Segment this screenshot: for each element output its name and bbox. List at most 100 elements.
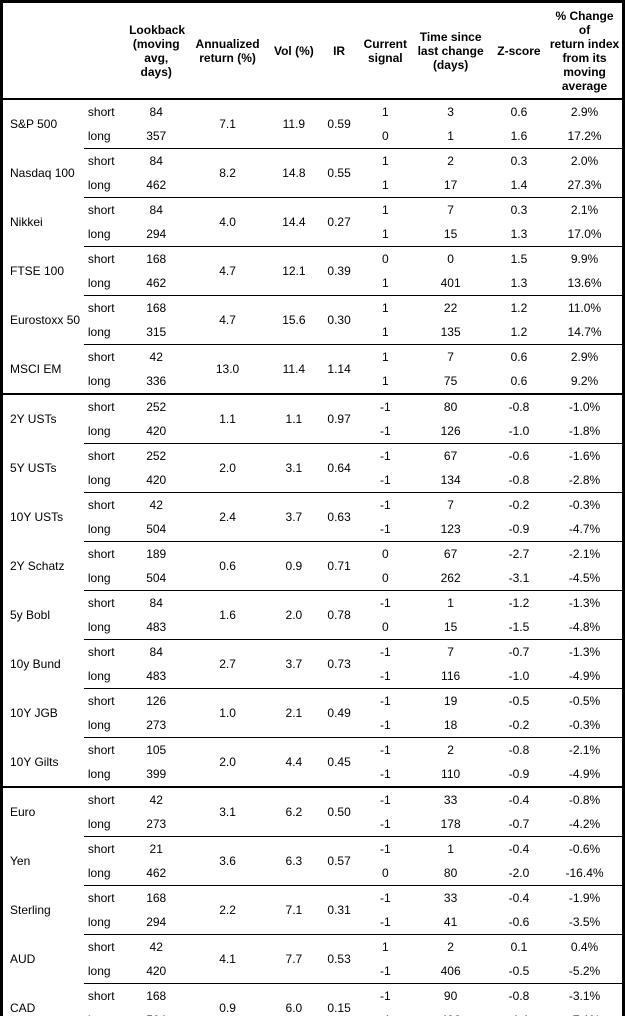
horizon-cell: long (87, 669, 111, 683)
horizon-cell: long (84, 1008, 127, 1016)
lookback-cell: 336 (146, 374, 167, 388)
col-header-vol: Vol (%) (269, 1, 318, 100)
time-since-cell: 18 (443, 718, 458, 732)
time-since-cell: 134 (440, 473, 461, 487)
lookback-cell: 273 (146, 718, 167, 732)
ir-cell: 0.49 (317, 688, 361, 738)
ir-cell: 0.57 (317, 836, 361, 886)
pct-change-cell: -3.5% (568, 915, 601, 929)
table-row: CAD short 168 0.9 6.0 0.15 -1 90 -0.8 -3.1% (2, 983, 624, 1016)
col-header-time_since_change: Time since last change (days) (410, 1, 491, 100)
current-signal-cell: -1 (360, 639, 411, 664)
lookback-cell: 315 (146, 325, 167, 339)
annualized-return-cell: 4.7 (185, 295, 270, 345)
table-row: Nasdaq 100 short 84 8.2 14.8 0.55 1 2 0.3 2.0% (2, 148, 624, 198)
z-score-cell: -0.4 (490, 885, 548, 910)
annualized-return-cell: 4.0 (185, 197, 270, 247)
current-signal-cell: 0 (360, 246, 411, 271)
table-row: AUD short 42 4.1 7.7 0.53 1 2 0.1 0.4% (2, 934, 624, 984)
table-row: long 357 0 1 1.6 17.2% (2, 124, 624, 149)
table-row: 2Y Schatz short 189 0.6 0.9 0.71 0 67 -2.7 -2.1% (2, 541, 624, 591)
ir-cell: 0.63 (317, 492, 361, 542)
lookback-cell: 42 (127, 934, 186, 959)
z-score-cell: -2.7 (490, 541, 548, 566)
current-signal-cell: -1 (379, 767, 391, 781)
asset-name-cell: Yen (10, 854, 31, 868)
vol-cell: 4.4 (269, 737, 318, 787)
horizon-cell: short (83, 934, 128, 959)
current-signal-cell: -1 (379, 424, 391, 438)
asset-name-cell: 2Y Schatz (10, 559, 65, 573)
table-row: MSCI EM short 42 13.0 11.4 1.14 1 7 0.6 2.9% (2, 344, 624, 394)
pct-change-cell: -3.1% (547, 983, 624, 1008)
z-score-cell: -1.0 (508, 669, 530, 683)
pct-change-cell: -4.2% (568, 817, 601, 831)
time-since-cell: 126 (440, 424, 461, 438)
pct-change-cell: -1.6% (547, 443, 624, 468)
col-header-z_score: Z-score (490, 1, 548, 100)
lookback-cell: 462 (146, 866, 167, 880)
asset-name-cell: S&P 500 (10, 117, 58, 132)
z-score-cell: -2.0 (508, 866, 530, 880)
pct-change-cell: -2.1% (547, 541, 624, 566)
current-signal-cell: -1 (360, 737, 411, 762)
z-score-cell: -0.4 (490, 836, 548, 861)
col-header-asset (1, 1, 84, 100)
annualized-return-cell: 0.9 (185, 983, 270, 1016)
lookback-cell: 42 (127, 492, 186, 517)
time-since-cell: 7 (410, 492, 491, 517)
lookback-cell: 168 (127, 246, 186, 271)
z-score-cell: -0.9 (508, 767, 530, 781)
horizon-cell: short (83, 443, 128, 468)
time-since-cell: 1 (447, 129, 454, 143)
vol-cell: 7.1 (269, 885, 318, 935)
time-since-cell: 123 (440, 522, 461, 536)
annualized-return-cell: 4.7 (185, 246, 270, 296)
table-row: long 504 -1 123 -0.9 -4.7% (2, 517, 624, 542)
lookback-cell: 294 (146, 915, 167, 929)
horizon-cell: long (87, 178, 111, 192)
lookback-cell: 42 (127, 344, 186, 369)
ir-cell: 0.27 (317, 197, 361, 247)
time-since-cell: 41 (443, 915, 458, 929)
current-signal-cell: 1 (360, 934, 411, 959)
z-score-cell: -1.1 (491, 1008, 547, 1016)
horizon-cell: short (83, 983, 128, 1008)
horizon-cell: short (83, 590, 128, 615)
time-since-cell: 3 (410, 98, 491, 124)
current-signal-cell: 1 (381, 227, 389, 241)
current-signal-cell: -1 (379, 817, 391, 831)
z-score-cell: -0.6 (490, 443, 548, 468)
time-since-cell: 1 (410, 590, 491, 615)
pct-change-cell: -0.3% (547, 492, 624, 517)
table-row: 10y Bund short 84 2.7 3.7 0.73 -1 7 -0.7 -1.3% (2, 639, 624, 689)
lookback-cell: 462 (146, 276, 167, 290)
col-header-lookback: Lookback (moving avg, days) (127, 1, 186, 100)
pct-change-cell: -16.4% (565, 866, 604, 880)
table-row: 10Y JGB short 126 1.0 2.1 0.49 -1 19 -0.5 -0.5% (2, 688, 624, 738)
ir-cell: 0.64 (317, 443, 361, 493)
time-since-cell: 7 (410, 344, 491, 369)
pct-change-cell: -0.3% (568, 718, 601, 732)
time-since-cell: 262 (440, 571, 461, 585)
lookback-cell: 105 (127, 737, 186, 762)
table-row: 5y Bobl short 84 1.6 2.0 0.78 -1 1 -1.2 -1.3% (2, 590, 624, 640)
table-row: long 294 1 15 1.3 17.0% (2, 222, 624, 247)
pct-change-cell: 17.2% (567, 129, 602, 143)
pct-change-cell: -1.0% (547, 393, 624, 419)
current-signal-cell: -1 (379, 473, 391, 487)
horizon-cell: long (87, 620, 111, 634)
asset-name-cell: MSCI EM (10, 361, 62, 376)
time-since-cell: 1 (410, 836, 491, 861)
lookback-cell: 84 (127, 197, 186, 222)
ir-cell: 0.71 (317, 541, 361, 591)
ir-cell: 0.55 (317, 148, 361, 198)
lookback-cell: 504 (146, 522, 167, 536)
z-score-cell: 1.2 (510, 325, 528, 339)
horizon-cell: long (87, 767, 111, 781)
current-signal-cell: 1 (360, 98, 411, 124)
col-header-annualized_return: Annualized return (%) (185, 1, 270, 100)
annualized-return-cell: 3.6 (185, 836, 270, 886)
z-score-cell: -0.2 (490, 492, 548, 517)
